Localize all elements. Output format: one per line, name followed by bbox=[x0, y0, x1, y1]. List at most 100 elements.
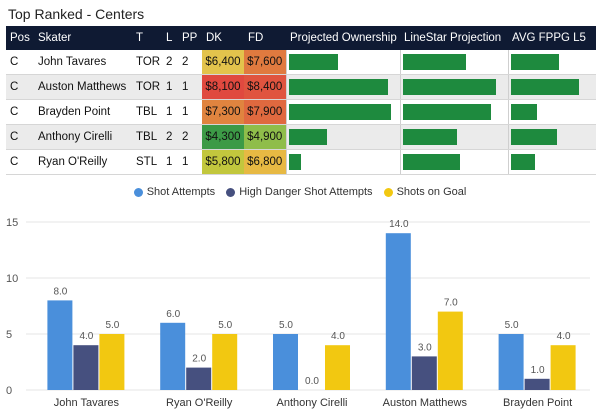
col-pos[interactable]: Pos bbox=[6, 26, 34, 50]
cell-avg-bar bbox=[507, 149, 596, 175]
table-row[interactable]: C John Tavares TOR 2 2 $6,400 $7,600 bbox=[6, 50, 596, 75]
cell-line: 1 bbox=[162, 74, 178, 100]
data-label: 5.0 bbox=[279, 320, 293, 331]
data-label: 14.0 bbox=[389, 219, 409, 230]
centers-table: Pos Skater T L PP DK FD Projected Owners… bbox=[6, 26, 596, 175]
cell-avg-bar bbox=[507, 99, 596, 125]
legend-dot bbox=[383, 187, 393, 197]
bar-shots-on-goal bbox=[325, 345, 350, 390]
cell-avg-bar bbox=[507, 124, 596, 150]
col-line[interactable]: L bbox=[162, 26, 178, 50]
cell-pp: 1 bbox=[178, 74, 202, 100]
proj-data-bar bbox=[402, 154, 460, 170]
avg-data-bar bbox=[510, 79, 579, 95]
col-pp[interactable]: PP bbox=[178, 26, 202, 50]
data-label: 3.0 bbox=[418, 342, 432, 353]
proj-data-bar bbox=[402, 79, 496, 95]
data-label: 4.0 bbox=[557, 331, 571, 342]
data-label: 4.0 bbox=[331, 331, 345, 342]
col-team[interactable]: T bbox=[132, 26, 162, 50]
own-data-bar bbox=[288, 79, 388, 95]
col-fd[interactable]: FD bbox=[244, 26, 286, 50]
chart-legend: Shot Attempts High Danger Shot Attempts … bbox=[0, 186, 600, 200]
bar-shots-on-goal bbox=[437, 311, 463, 390]
cell-own-bar bbox=[285, 124, 400, 150]
bar-shots-on-goal bbox=[212, 334, 238, 390]
cell-skater: John Tavares bbox=[34, 50, 132, 75]
y-tick-label: 10 bbox=[6, 273, 18, 285]
cell-fd-salary: $6,800 bbox=[244, 149, 286, 175]
cell-pp: 1 bbox=[178, 99, 202, 125]
col-dk[interactable]: DK bbox=[202, 26, 244, 50]
col-skater[interactable]: Skater bbox=[34, 26, 132, 50]
proj-data-bar bbox=[402, 104, 491, 120]
cell-fd-salary: $7,900 bbox=[244, 99, 286, 125]
cell-own-bar bbox=[285, 74, 400, 100]
cell-dk-salary: $8,100 bbox=[202, 74, 244, 100]
table-row[interactable]: C Auston Matthews TOR 1 1 $8,100 $8,400 bbox=[6, 74, 596, 100]
own-data-bar bbox=[288, 54, 338, 70]
avg-data-bar bbox=[510, 154, 535, 170]
data-label: 1.0 bbox=[531, 365, 545, 376]
cell-avg-bar bbox=[507, 74, 596, 100]
cell-pos: C bbox=[6, 149, 34, 175]
cell-pp: 1 bbox=[178, 149, 202, 175]
table-row[interactable]: C Brayden Point TBL 1 1 $7,300 $7,900 bbox=[6, 99, 596, 125]
data-label: 5.0 bbox=[505, 320, 519, 331]
cell-pp: 2 bbox=[178, 124, 202, 150]
cell-dk-salary: $4,300 bbox=[202, 124, 244, 150]
bar-high-danger-shot-attempts bbox=[411, 356, 437, 390]
own-data-bar bbox=[288, 154, 301, 170]
cell-own-bar bbox=[285, 50, 400, 75]
table-row[interactable]: C Ryan O'Reilly STL 1 1 $5,800 $6,800 bbox=[6, 149, 596, 175]
cell-own-bar bbox=[285, 99, 400, 125]
col-avg-fppg[interactable]: AVG FPPG L5 bbox=[508, 26, 596, 50]
cell-line: 2 bbox=[162, 50, 178, 75]
x-tick-label: John Tavares bbox=[54, 397, 120, 409]
bar-shots-on-goal bbox=[550, 345, 576, 390]
cell-dk-salary: $5,800 bbox=[202, 149, 244, 175]
data-label: 4.0 bbox=[79, 331, 93, 342]
x-tick-label: Ryan O'Reilly bbox=[166, 397, 233, 409]
legend-item-shot-attempts[interactable]: Shot Attempts bbox=[133, 186, 215, 198]
col-projection[interactable]: LineStar Projection bbox=[400, 26, 508, 50]
cell-team: TOR bbox=[132, 50, 162, 75]
avg-data-bar bbox=[510, 104, 537, 120]
data-label: 7.0 bbox=[444, 298, 458, 309]
legend-item-shots-on-goal[interactable]: Shots on Goal bbox=[383, 186, 466, 198]
table-row[interactable]: C Anthony Cirelli TBL 2 2 $4,300 $4,900 bbox=[6, 124, 596, 150]
cell-pos: C bbox=[6, 50, 34, 75]
cell-line: 1 bbox=[162, 149, 178, 175]
legend-dot bbox=[226, 187, 236, 197]
col-ownership[interactable]: Projected Ownership bbox=[286, 26, 400, 50]
data-label: 5.0 bbox=[218, 320, 232, 331]
y-tick-label: 0 bbox=[6, 385, 12, 397]
table-header: Pos Skater T L PP DK FD Projected Owners… bbox=[6, 26, 596, 50]
cell-proj-bar bbox=[399, 149, 508, 175]
own-data-bar bbox=[288, 129, 327, 145]
proj-data-bar bbox=[402, 129, 457, 145]
cell-fd-salary: $4,900 bbox=[244, 124, 286, 150]
cell-own-bar bbox=[285, 149, 400, 175]
cell-skater: Anthony Cirelli bbox=[34, 124, 132, 150]
cell-avg-bar bbox=[507, 50, 596, 75]
cell-dk-salary: $6,400 bbox=[202, 50, 244, 75]
legend-item-high-danger[interactable]: High Danger Shot Attempts bbox=[226, 186, 373, 198]
data-label: 8.0 bbox=[53, 286, 67, 297]
cell-team: STL bbox=[132, 149, 162, 175]
bar-shot-attempts bbox=[273, 334, 298, 390]
cell-team: TBL bbox=[132, 124, 162, 150]
cell-proj-bar bbox=[399, 50, 508, 75]
data-label: 2.0 bbox=[192, 354, 206, 365]
own-data-bar bbox=[288, 104, 391, 120]
cell-pp: 2 bbox=[178, 50, 202, 75]
bar-high-danger-shot-attempts bbox=[186, 367, 212, 390]
x-tick-label: Auston Matthews bbox=[383, 397, 468, 409]
bar-shot-attempts bbox=[47, 300, 73, 390]
cell-pos: C bbox=[6, 124, 34, 150]
cell-pos: C bbox=[6, 99, 34, 125]
cell-pos: C bbox=[6, 74, 34, 100]
bar-shot-attempts bbox=[385, 233, 411, 390]
cell-fd-salary: $7,600 bbox=[244, 50, 286, 75]
x-tick-label: Anthony Cirelli bbox=[277, 397, 348, 409]
